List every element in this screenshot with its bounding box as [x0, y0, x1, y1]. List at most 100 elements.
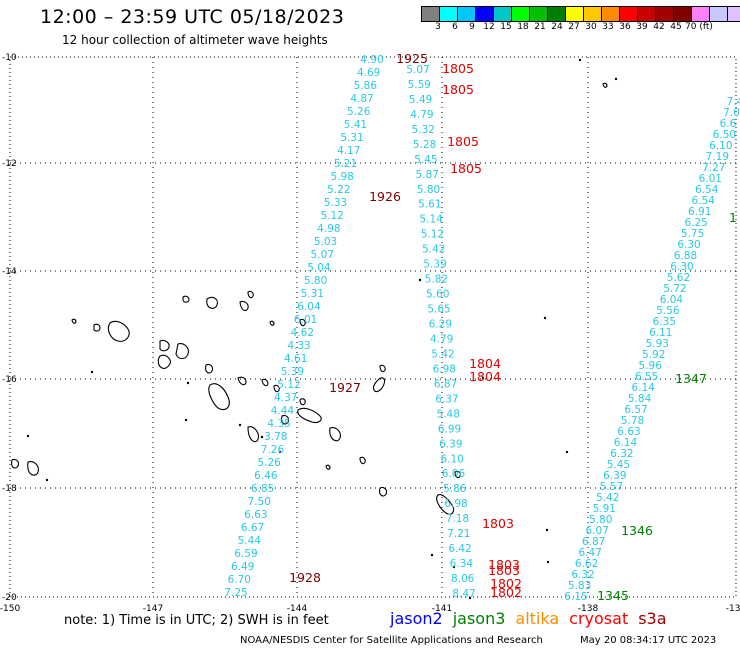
wave-height-value: 5.39 — [423, 259, 446, 271]
pass-time-label: 1805 — [442, 82, 474, 97]
legend-label: 18 — [517, 22, 529, 32]
island-outline — [261, 378, 269, 387]
island-outline — [379, 486, 388, 497]
wave-height-value: 5.82 — [425, 274, 448, 286]
wave-height-value: 5.98 — [330, 171, 353, 183]
wave-height-value: 5.86 — [443, 483, 467, 495]
axis-tick-labels: -150 -147 -144 -141 -138 -135 -10 -12 -14 -16 -18 -… — [0, 53, 740, 614]
island-outline — [206, 296, 218, 309]
island-outline — [299, 398, 306, 406]
island-outline — [208, 383, 230, 411]
wave-height-value: 6.46 — [254, 470, 278, 482]
wave-height-value: 5.45 — [414, 154, 437, 166]
island-outline — [269, 320, 275, 326]
wave-height-value: 5.65 — [427, 304, 450, 316]
island-outline — [239, 300, 249, 312]
legend-label: 24 — [551, 22, 563, 32]
wave-height-value: 7.26 — [261, 444, 285, 456]
wave-height-value: 6.01 — [294, 314, 317, 326]
lon-tick-label: -150 — [0, 604, 20, 614]
wave-height-value: 6.49 — [231, 561, 254, 573]
wave-height-value: 6.87 — [582, 536, 605, 548]
legend-swatch — [727, 6, 740, 22]
islet-dot — [545, 528, 549, 532]
wave-height-value: 6.57 — [624, 404, 647, 416]
pass-time-label: 1805 — [447, 134, 479, 149]
wave-height-value: 7.4 — [727, 96, 740, 108]
wave-height-value: 4.17 — [337, 145, 360, 157]
pass-time-label: 1805 — [450, 161, 482, 176]
lon-tick-label: -147 — [143, 604, 163, 614]
island-outline — [27, 461, 39, 476]
island-outline — [325, 464, 331, 470]
wave-height-value: 4.90 — [360, 54, 383, 66]
wave-height-value: 3.78 — [264, 431, 287, 443]
pass-time-label: 1928 — [289, 570, 321, 585]
island-outline — [281, 414, 290, 425]
pass-time-label: 1803 — [482, 516, 514, 531]
wave-height-value: 6.01 — [699, 173, 722, 185]
island-outline — [273, 384, 280, 393]
wave-height-value: 6.07 — [586, 525, 609, 537]
islet-dot — [186, 381, 190, 385]
wave-height-value: 6.29 — [429, 319, 452, 331]
wave-height-value: 6.10 — [440, 453, 463, 465]
islet-dot — [26, 434, 30, 438]
lat-tick-label: -10 — [2, 53, 17, 63]
island-outlines — [11, 58, 618, 600]
wave-height-value: 5.60 — [426, 289, 449, 301]
wave-height-value: 6.70 — [228, 574, 251, 586]
wave-height-value: 6.35 — [653, 316, 676, 328]
islet-dot — [546, 560, 550, 564]
pass-time-label: 1803 — [488, 557, 520, 572]
pass-time-label: 1927 — [329, 380, 361, 395]
wave-height-value: 4.44 — [271, 405, 295, 417]
wave-height-value: 6.32 — [571, 569, 594, 581]
wave-height-value: 5.92 — [642, 349, 665, 361]
wave-height-value: 5.42 — [596, 492, 619, 504]
lon-tick-label: -138 — [578, 604, 599, 614]
wave-height-value: 5.87 — [416, 169, 439, 181]
wave-height-value: 5.80 — [589, 514, 612, 526]
wave-height-value: 5.91 — [593, 503, 616, 515]
wave-height-value: 4.79 — [430, 333, 453, 345]
legend-label: 39 — [636, 22, 648, 32]
wave-height-value: 5.78 — [621, 415, 644, 427]
island-outline — [247, 290, 254, 299]
map-subtitle: 12 hour collection of altimeter wave hei… — [62, 33, 328, 47]
pass-time-label: 1804 — [469, 369, 501, 384]
legend-label: 70 (ft) — [685, 22, 713, 32]
wave-height-value: 5.22 — [327, 184, 350, 196]
wave-height-value: 6.63 — [617, 426, 640, 438]
wave-height-value: 7.18 — [446, 513, 469, 525]
map-grid — [9, 56, 737, 598]
footer-timestamp: May 20 08:34:17 UTC 2023 — [580, 635, 717, 646]
wave-height-value: 6.25 — [684, 217, 707, 229]
wave-height-value: 6.47 — [578, 547, 601, 559]
wave-height-value: 5.75 — [681, 228, 704, 240]
wave-height-value: 6.6 — [720, 118, 737, 130]
wave-height-value: 7.25 — [224, 587, 247, 599]
pass-time-label: 1803 — [488, 563, 520, 578]
lon-tick-label: -144 — [287, 604, 308, 614]
wave-height-value: 6.37 — [435, 393, 458, 405]
wave-height-value: 5.86 — [354, 80, 378, 92]
island-outline — [175, 343, 189, 360]
legend-label: 9 — [469, 22, 475, 32]
wave-height-value: 6.91 — [688, 206, 711, 218]
islet-dot — [614, 77, 618, 81]
wave-height-value: 5.80 — [417, 184, 440, 196]
pass-time-labels: 1925 1926 1927 1928 1805 1805 1805 1805 18041804… — [289, 51, 737, 603]
islet-dot — [481, 376, 485, 380]
legend-label: 42 — [653, 22, 665, 32]
islet-dot — [578, 58, 582, 62]
footer-credit: NOAA/NESDIS Center for Satellite Applica… — [240, 635, 543, 646]
wave-height-value: 6.06 — [442, 468, 466, 480]
wave-height-value: 7.27 — [702, 162, 725, 174]
wave-height-value: 6.39 — [603, 470, 626, 482]
satellite-tracks: 4.904.695.864.875.265.415.314.175.215.98… — [224, 54, 740, 603]
pass-time-label: 1802 — [490, 585, 522, 600]
wave-height-value: 5.33 — [324, 197, 347, 209]
wave-height-value: 5.12 — [277, 379, 300, 391]
legend-label: 6 — [452, 22, 458, 32]
